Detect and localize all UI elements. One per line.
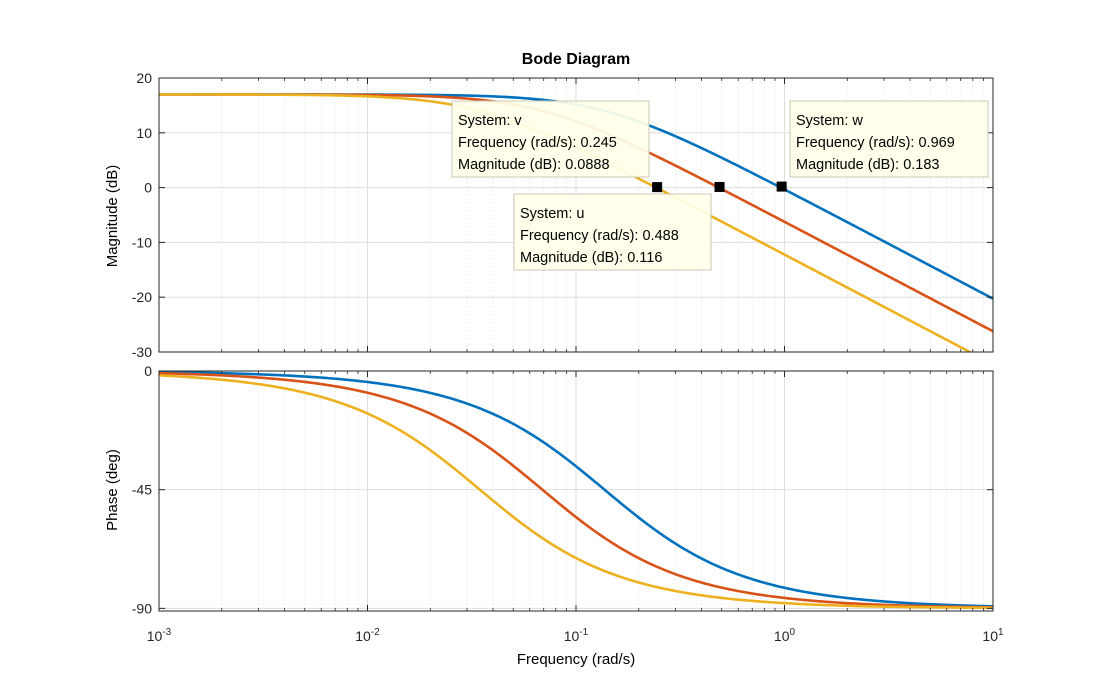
magnitude-y-tick-label: -10: [132, 234, 152, 250]
datatip[interactable]: System: u Frequency (rad/s): 0.488 Magnitu…: [513, 181, 725, 271]
magnitude-y-tick-label: 0: [144, 180, 152, 196]
datatip-text: Magnitude (dB): 0.116: [520, 250, 662, 266]
phase-y-tick-label: -45: [132, 482, 152, 498]
datatip[interactable]: System: w Frequency (rad/s): 0.969 Magnitu…: [776, 100, 989, 192]
datatip[interactable]: System: v Frequency (rad/s): 0.245 Magnitu…: [451, 100, 663, 193]
datatip-box: [789, 100, 989, 178]
datatip-text: Magnitude (dB): 0.183: [796, 157, 939, 173]
x-tick-label: 101: [982, 627, 1004, 644]
magnitude-y-tick-label: 20: [136, 70, 152, 86]
chart-title: Bode Diagram: [522, 51, 630, 68]
series-w-phase-line: [159, 371, 993, 608]
datatip-text: System: u: [520, 206, 584, 222]
magnitude-y-tick-label: -20: [132, 289, 152, 305]
x-axis-label: Frequency (rad/s): [517, 651, 635, 668]
datatip-text: System: v: [458, 113, 522, 129]
datatip-text: Frequency (rad/s): 0.969: [796, 135, 955, 151]
series-u-phase-line: [159, 374, 993, 610]
magnitude-y-tick-label: 10: [136, 125, 152, 141]
phase-y-tick-label: -90: [132, 600, 152, 616]
x-tick-label: 10-2: [355, 627, 380, 644]
series-v-phase-line: [159, 371, 993, 609]
x-tick-label: 100: [774, 627, 796, 644]
datatip-box: [513, 193, 712, 271]
datatip-text: Frequency (rad/s): 0.245: [458, 135, 617, 151]
x-tick-label: 10-3: [147, 627, 172, 644]
datatip-text: Frequency (rad/s): 0.488: [520, 228, 679, 244]
x-tick-label: 10-1: [564, 627, 589, 644]
phase-y-tick-label: 0: [144, 363, 152, 379]
datatip-text: Magnitude (dB): 0.0888: [458, 157, 610, 173]
datatip-text: System: w: [796, 113, 863, 129]
datatip-marker[interactable]: [714, 181, 725, 192]
datatip-box: [451, 100, 650, 178]
magnitude-axis-label: Magnitude (dB): [104, 165, 121, 268]
datatip-marker[interactable]: [776, 181, 787, 192]
magnitude-y-tick-label: -30: [132, 344, 152, 360]
datatip-marker[interactable]: [652, 182, 663, 193]
phase-axis-label: Phase (deg): [104, 449, 121, 531]
